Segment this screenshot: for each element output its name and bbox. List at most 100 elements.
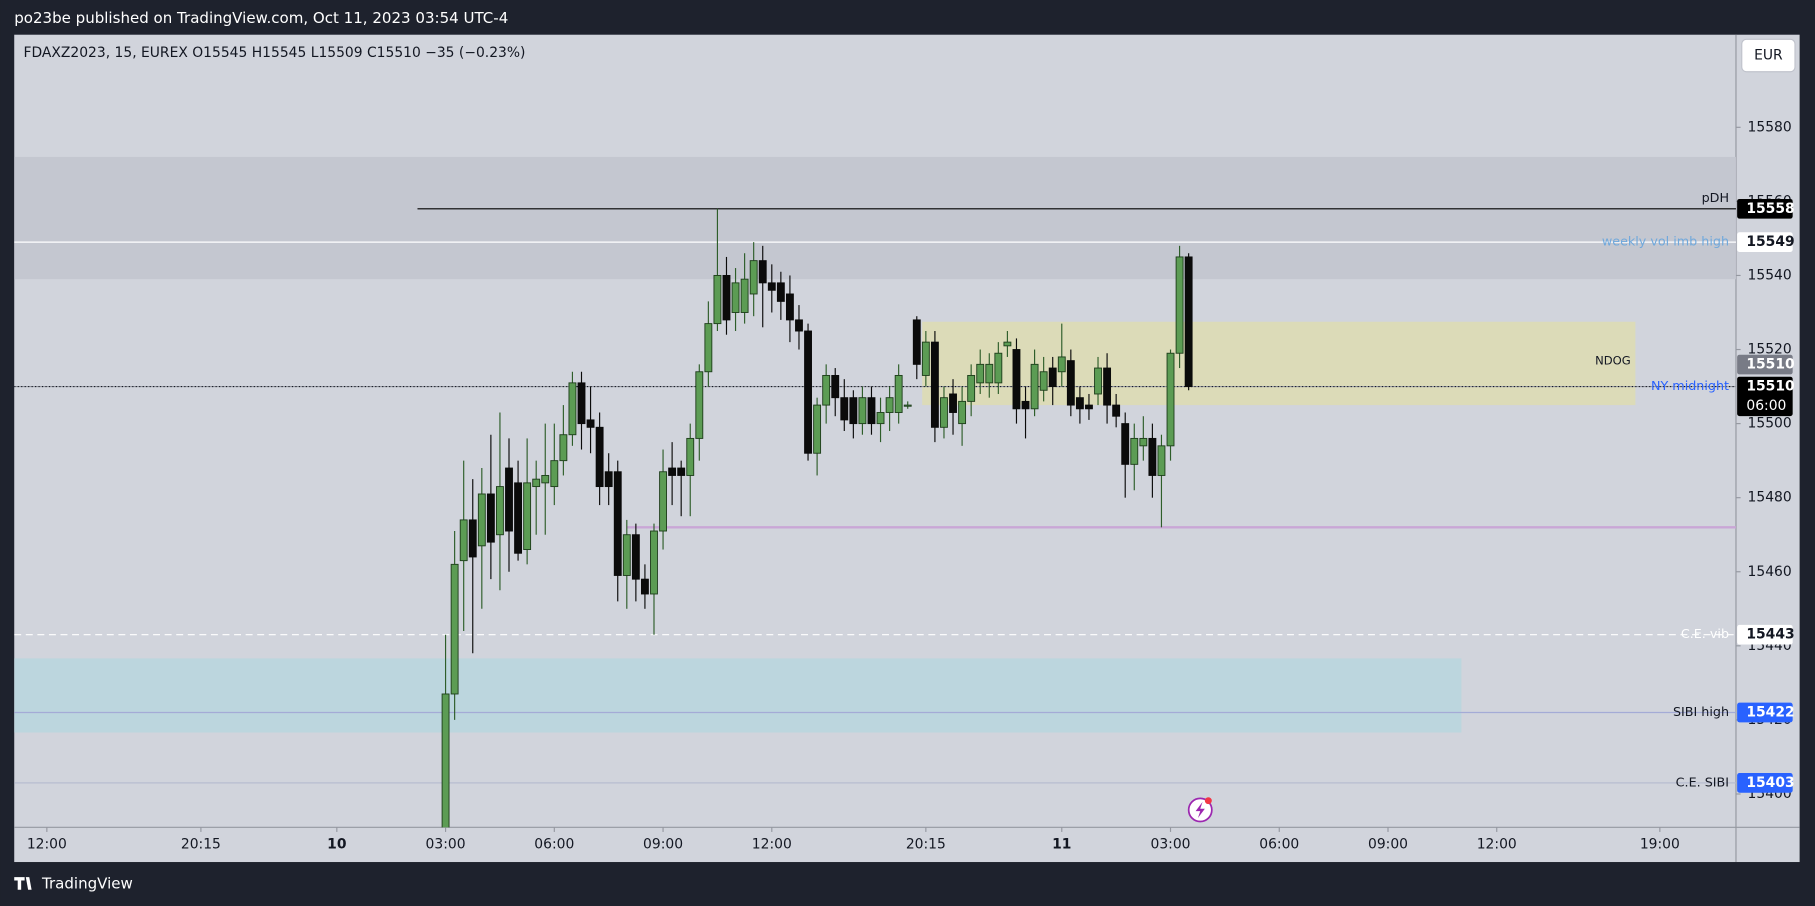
- price-box: [1737, 354, 1793, 375]
- x-tick-label: 03:00: [1151, 837, 1191, 853]
- candle-body: [459, 519, 468, 562]
- candle-body: [559, 434, 568, 462]
- candle-body: [659, 471, 667, 532]
- candle-body: [441, 693, 450, 828]
- candle-body: [858, 397, 867, 425]
- candle-body: [949, 393, 957, 413]
- candle-body: [650, 530, 658, 595]
- candle-body: [994, 352, 1003, 384]
- candle-body: [958, 400, 967, 425]
- zone: [922, 321, 1636, 406]
- candle-body: [468, 519, 477, 558]
- y-tick-label: 15540: [1748, 267, 1792, 283]
- x-tick-label: 06:00: [534, 837, 574, 853]
- y-tick-label: 15500: [1748, 416, 1792, 432]
- candle-body: [686, 437, 695, 476]
- candle-body: [1148, 437, 1157, 476]
- candle-body: [1085, 404, 1093, 410]
- brand: TradingView: [41, 875, 133, 893]
- candle-body: [477, 493, 486, 547]
- candle-body: [577, 382, 586, 425]
- publisher: po23be published on TradingView.com, Oct…: [14, 9, 508, 27]
- candle-body: [1184, 256, 1193, 388]
- candle-body: [813, 404, 822, 454]
- candle-body: [1003, 341, 1012, 347]
- candle-body: [867, 397, 876, 425]
- price-box-label: 15443: [1746, 627, 1794, 643]
- level-label: weekly vol imb high: [1602, 234, 1729, 249]
- event-icon-dot: [1204, 797, 1212, 805]
- level-label: C.E. vib: [1681, 626, 1729, 641]
- brand-logo: [14, 877, 32, 890]
- candle-body: [967, 374, 976, 402]
- candle-body: [885, 397, 894, 413]
- candle-body: [550, 460, 559, 488]
- event-icon-bolt: [1195, 801, 1205, 819]
- candle-body: [912, 319, 921, 365]
- candle-body: [1021, 400, 1030, 410]
- candle-body: [532, 478, 541, 488]
- countdown: 06:00: [1746, 398, 1786, 414]
- candle-body: [486, 493, 495, 543]
- candle-body: [450, 563, 459, 695]
- candle-body: [640, 578, 649, 595]
- price-axis: [1735, 34, 1800, 828]
- candle-body: [1166, 352, 1175, 447]
- price-box: [1737, 232, 1793, 252]
- x-tick-label: 12:00: [752, 837, 792, 853]
- time-axis: [14, 827, 1800, 863]
- x-tick-label: 03:00: [426, 837, 466, 853]
- candle-body: [740, 278, 749, 313]
- candle-body: [758, 260, 767, 284]
- level-label: C.E. SIBI: [1676, 774, 1729, 789]
- zone-label: NDOG: [1595, 354, 1631, 368]
- candle-body: [776, 282, 785, 302]
- price-box-label: 15558: [1746, 201, 1794, 217]
- candle-body: [840, 397, 849, 421]
- currency-button[interactable]: [1741, 38, 1796, 73]
- candle-body: [795, 319, 803, 332]
- candle-body: [586, 419, 595, 428]
- plot: [14, 156, 1736, 828]
- level-label: NY midnight: [1651, 378, 1729, 393]
- candle-body: [921, 341, 930, 376]
- candle-body: [613, 471, 622, 576]
- symbol-legend: FDAXZ2023, 15, EUREX O15545 H15545 L1550…: [23, 45, 525, 61]
- x-tick-label: 09:00: [1368, 837, 1408, 853]
- last-price-box: [1737, 376, 1793, 417]
- y-tick-label: 15520: [1748, 342, 1792, 358]
- candle-body: [505, 467, 513, 532]
- price-box: [1737, 702, 1793, 723]
- candle-body: [1075, 397, 1084, 410]
- currency[interactable]: EUR: [1754, 48, 1783, 64]
- candle-body: [1057, 356, 1066, 373]
- candle-body: [722, 274, 731, 321]
- x-tick-label: 12:00: [27, 837, 67, 853]
- candle-body: [1157, 445, 1166, 476]
- candle-body: [595, 426, 604, 488]
- candle-body: [568, 382, 577, 436]
- x-tick-label: 20:15: [181, 837, 221, 853]
- candle-body: [523, 482, 532, 550]
- candle-body: [1121, 423, 1130, 465]
- candle-body: [1094, 367, 1102, 395]
- zone: [14, 156, 1736, 280]
- price-box-label: 15510: [1746, 357, 1794, 373]
- y-tick-label: 15460: [1748, 564, 1792, 580]
- price-box: [1737, 198, 1793, 219]
- candle-body: [1039, 371, 1048, 391]
- candle-body: [604, 471, 613, 488]
- candle-body: [804, 330, 812, 454]
- x-tick-label: 09:00: [643, 837, 683, 853]
- level-label: SIBI high: [1673, 704, 1729, 719]
- candle-body: [1130, 437, 1139, 465]
- candle-body: [677, 467, 686, 476]
- candle-body: [940, 397, 948, 428]
- candle-body: [785, 293, 794, 321]
- candle-body: [541, 474, 550, 484]
- candle-body: [903, 404, 912, 407]
- x-tick-label: 12:00: [1477, 837, 1517, 853]
- candle-body: [713, 274, 722, 325]
- x-tick-label: 10: [327, 837, 346, 853]
- candle-body: [731, 282, 740, 313]
